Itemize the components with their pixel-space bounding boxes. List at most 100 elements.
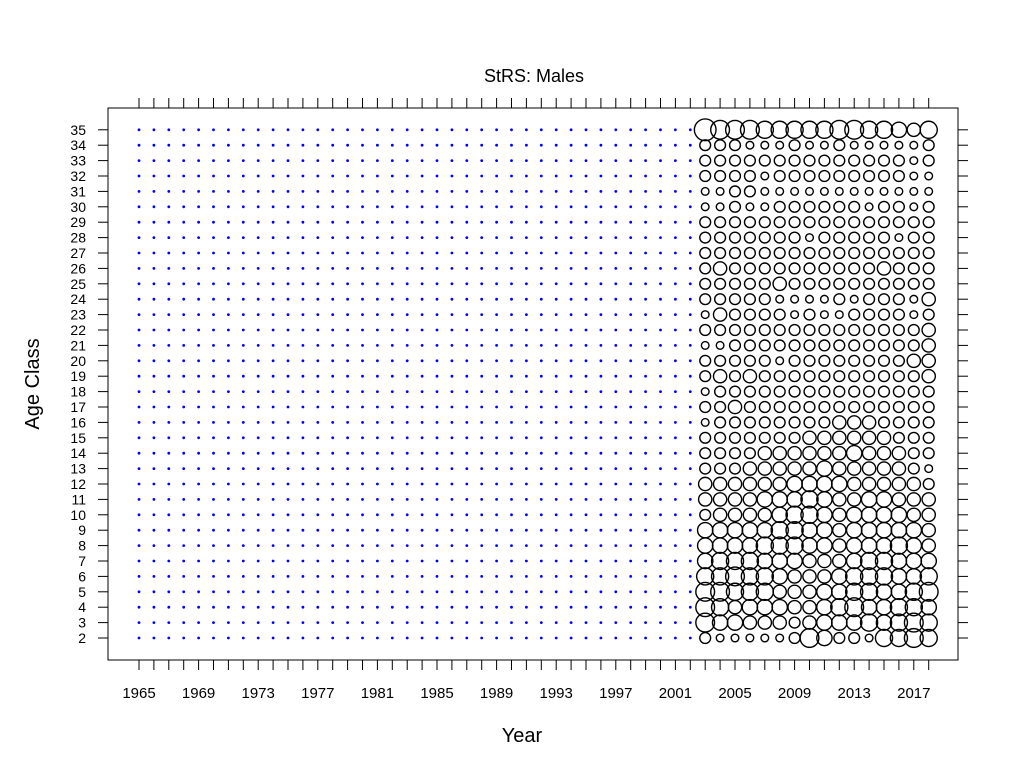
no-data-dot <box>361 467 364 470</box>
no-data-dot <box>331 390 335 393</box>
no-data-dot <box>599 590 603 594</box>
no-data-dot <box>182 143 186 147</box>
bubble <box>892 385 906 398</box>
bubble <box>879 140 889 150</box>
bubble <box>846 415 862 430</box>
no-data-dot <box>480 267 484 270</box>
no-data-dot <box>495 236 498 240</box>
no-data-dot <box>480 328 484 332</box>
bubble <box>876 430 892 446</box>
no-data-dot <box>569 297 573 301</box>
no-data-dot <box>271 405 275 409</box>
no-data-dot <box>539 205 543 209</box>
no-data-dot <box>435 467 439 470</box>
bubble <box>773 400 786 414</box>
no-data-dot <box>450 267 454 270</box>
no-data-dot <box>629 575 633 578</box>
no-data-dot <box>450 451 454 455</box>
no-data-dot <box>480 128 484 132</box>
bubble <box>922 431 935 444</box>
bubble <box>772 461 788 476</box>
no-data-dot <box>539 513 543 517</box>
no-data-dot <box>688 605 692 609</box>
y-tick-label: 16 <box>70 414 86 430</box>
x-axis-bottom-ticks <box>138 660 930 670</box>
no-data-dot <box>584 374 588 378</box>
no-data-dot <box>167 374 171 378</box>
bubble <box>891 492 907 507</box>
bubble <box>892 262 906 275</box>
no-data-dot <box>241 374 245 378</box>
no-data-dot <box>301 205 305 209</box>
no-data-dot <box>331 174 335 178</box>
no-data-dot <box>465 590 469 594</box>
no-data-dot <box>241 205 245 209</box>
no-data-dot <box>167 421 171 424</box>
bubble <box>802 599 817 615</box>
no-data-dot <box>465 605 469 609</box>
no-data-dot <box>167 590 171 594</box>
no-data-dot <box>525 513 528 517</box>
no-data-dot <box>331 143 335 147</box>
bubble <box>833 246 846 260</box>
no-data-dot <box>584 205 588 209</box>
no-data-dot <box>197 498 201 501</box>
no-data-dot <box>316 605 320 609</box>
bubble <box>833 139 846 152</box>
bubble <box>860 537 878 554</box>
no-data-dot <box>167 159 171 163</box>
no-data-dot <box>152 405 156 409</box>
bubble <box>803 216 816 229</box>
no-data-dot <box>599 267 603 270</box>
no-data-dot <box>346 359 349 363</box>
bubble <box>818 169 831 183</box>
bubble <box>833 169 846 183</box>
no-data-dot <box>525 174 528 178</box>
no-data-dot <box>614 636 618 640</box>
bubble <box>907 385 920 398</box>
no-data-dot <box>450 544 454 547</box>
no-data-dot <box>495 575 498 578</box>
no-data-dot <box>688 328 692 332</box>
bubble <box>713 277 727 290</box>
bubble <box>844 597 865 618</box>
no-data-dot <box>435 205 439 209</box>
bubble <box>788 169 801 183</box>
bubble <box>788 354 801 367</box>
no-data-dot <box>554 143 558 147</box>
no-data-dot <box>316 251 320 255</box>
no-data-dot <box>137 143 141 147</box>
no-data-dot <box>554 359 558 363</box>
no-data-dot <box>495 267 498 270</box>
no-data-dot <box>197 559 201 563</box>
no-data-dot <box>376 590 379 594</box>
no-data-dot <box>584 436 588 440</box>
bubble <box>743 277 757 290</box>
no-data-dot <box>584 636 588 640</box>
no-data-dot <box>167 190 171 193</box>
bubble <box>818 400 831 414</box>
no-data-dot <box>331 205 335 209</box>
bubble <box>803 277 816 290</box>
bubble <box>713 231 727 244</box>
no-data-dot <box>688 359 692 363</box>
bubble <box>922 385 935 398</box>
bubble <box>787 569 802 584</box>
no-data-dot <box>152 513 156 517</box>
y-tick-label: 34 <box>70 137 86 153</box>
no-data-dot <box>495 128 498 132</box>
bubble <box>830 597 849 617</box>
no-data-dot <box>420 205 424 209</box>
no-data-dot <box>495 559 498 563</box>
bubble <box>695 597 716 618</box>
no-data-dot <box>331 544 335 547</box>
no-data-dot <box>390 159 394 163</box>
no-data-dot <box>286 575 290 578</box>
bubble <box>713 447 727 460</box>
no-data-dot <box>256 621 260 624</box>
no-data-dot <box>525 451 528 455</box>
no-data-dot <box>346 482 349 486</box>
no-data-dot <box>376 190 379 193</box>
no-data-dot <box>510 421 513 424</box>
bubble <box>757 476 773 492</box>
